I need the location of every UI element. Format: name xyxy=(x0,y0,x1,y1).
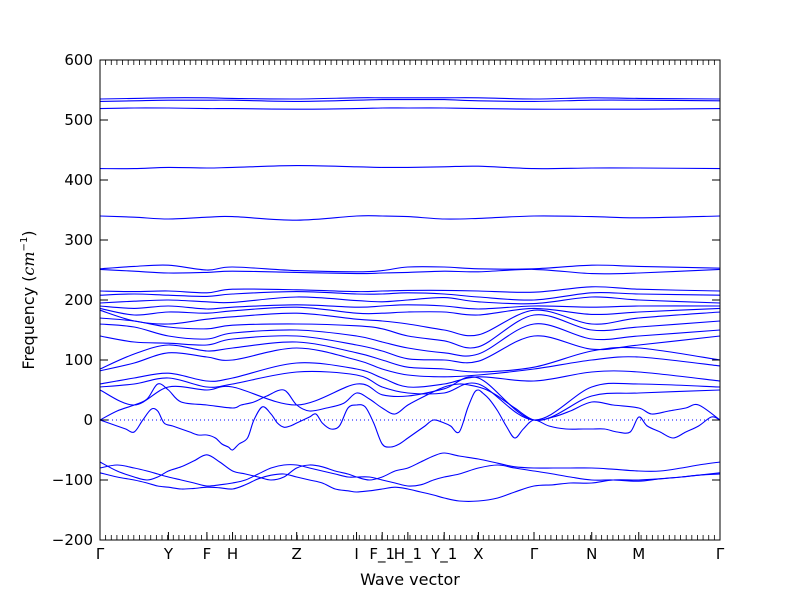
band-line xyxy=(99,335,721,364)
band-line xyxy=(99,304,721,310)
band-line xyxy=(99,376,721,421)
band-line xyxy=(99,264,721,273)
x-tick-label: M xyxy=(632,545,645,563)
x-tick-label: Y xyxy=(163,545,174,563)
x-tick-label: N xyxy=(586,545,597,563)
band-line xyxy=(99,97,721,100)
x-axis-title: Wave vector xyxy=(360,570,460,589)
y-tick-label: 400 xyxy=(64,171,93,189)
plot-frame xyxy=(99,59,721,541)
x-tick-label: F xyxy=(203,545,212,563)
y-axis-title-close: ) xyxy=(19,230,38,236)
band-line xyxy=(99,362,721,388)
band-line xyxy=(99,98,721,102)
y-tick-label: −200 xyxy=(52,531,93,549)
y-tick-label: −100 xyxy=(52,471,93,489)
band-line xyxy=(99,472,721,502)
y-axis-title-text: Frequency ( xyxy=(19,276,38,370)
band-line xyxy=(99,347,721,378)
band-line xyxy=(99,452,721,481)
y-axis-title-unit: cm xyxy=(19,251,38,275)
band-line xyxy=(99,383,721,421)
band-line xyxy=(99,464,721,487)
x-tick-label: Γ xyxy=(716,545,725,563)
y-axis-ticks: −200 −100 0 100 200 300 400 500 600 xyxy=(52,51,720,549)
y-tick-label: 100 xyxy=(64,351,93,369)
y-tick-label: 600 xyxy=(64,51,93,69)
x-tick-label: F_1 xyxy=(369,545,395,564)
y-tick-label: 300 xyxy=(64,231,93,249)
band-line xyxy=(99,323,721,357)
x-tick-label: Γ xyxy=(96,545,105,563)
band-line xyxy=(99,165,721,170)
band-line xyxy=(99,286,721,294)
x-tick-label: I xyxy=(354,545,358,563)
band-line xyxy=(99,306,721,316)
y-axis-title-exponent: −1 xyxy=(19,237,30,252)
y-tick-label: 200 xyxy=(64,291,93,309)
band-line xyxy=(99,341,721,373)
band-line xyxy=(99,296,721,305)
y-axis-title: Frequency (cm−1) xyxy=(19,230,38,369)
x-tick-label: Γ xyxy=(530,545,539,563)
band-line xyxy=(99,268,721,275)
band-line xyxy=(99,309,721,337)
x-tick-label: H xyxy=(227,545,238,563)
y-tick-label: 0 xyxy=(83,411,93,429)
band-line xyxy=(99,291,721,301)
x-tick-label: H_1 xyxy=(394,545,422,564)
band-line xyxy=(99,215,721,221)
band-lines xyxy=(99,97,721,502)
x-tick-label: Z xyxy=(292,545,302,563)
band-line xyxy=(99,370,721,421)
band-line xyxy=(99,389,721,451)
x-tick-label: X xyxy=(473,545,483,563)
band-line xyxy=(99,107,721,110)
band-line xyxy=(99,314,721,349)
y-tick-label: 500 xyxy=(64,111,93,129)
x-tick-label: Y_1 xyxy=(430,545,457,564)
